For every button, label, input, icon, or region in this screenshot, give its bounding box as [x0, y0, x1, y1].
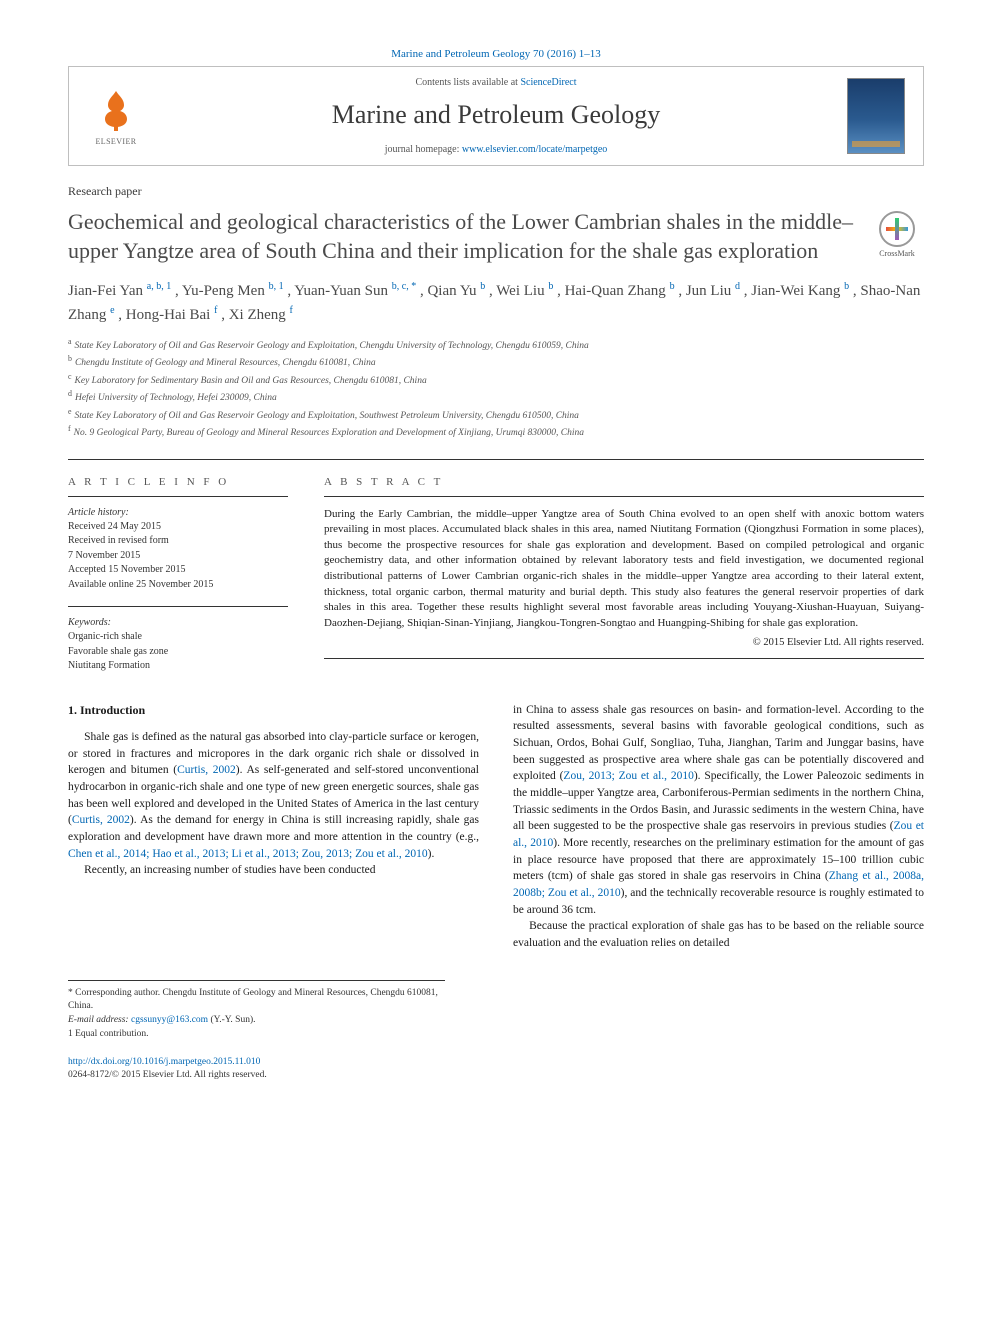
author-sup: f [290, 305, 293, 316]
article-info-label: A R T I C L E I N F O [68, 476, 288, 497]
author-sup: d [735, 281, 740, 292]
elsevier-tree-icon [92, 87, 140, 135]
history-line: Received 24 May 2015 [68, 520, 288, 535]
history-head: Article history: [68, 507, 288, 518]
divider [324, 658, 924, 659]
email-label: E-mail address: [68, 1015, 131, 1025]
body-text: ). [428, 848, 435, 860]
journal-citation: Marine and Petroleum Geology 70 (2016) 1… [68, 48, 924, 60]
body-paragraph: Recently, an increasing number of studie… [68, 862, 479, 879]
keyword: Niutitang Formation [68, 659, 288, 674]
affiliation: State Key Laboratory of Oil and Gas Rese… [75, 411, 579, 421]
journal-cover-thumbnail [847, 78, 905, 154]
author-list: Jian-Fei Yan a, b, 1 , Yu-Peng Men b, 1 … [68, 279, 924, 326]
journal-homepage: journal homepage: www.elsevier.com/locat… [163, 144, 829, 155]
corresponding-author: * Corresponding author. Chengdu Institut… [68, 987, 445, 1015]
doi-block: http://dx.doi.org/10.1016/j.marpetgeo.20… [68, 1056, 924, 1083]
crossmark-label: CrossMark [879, 249, 915, 258]
elsevier-label: ELSEVIER [96, 137, 137, 146]
author: , Xi Zheng [221, 307, 289, 323]
author-sup: a, b, 1 [147, 281, 171, 292]
affiliation: No. 9 Geological Party, Bureau of Geolog… [74, 428, 584, 438]
author-sup: e [110, 305, 114, 316]
affiliation: Hefei University of Technology, Hefei 23… [75, 393, 277, 403]
citation-link[interactable]: Curtis, 2002 [177, 764, 236, 776]
elsevier-logo: ELSEVIER [87, 84, 145, 148]
citation-link[interactable]: Chen et al., 2014; Hao et al., 2013; Li … [68, 848, 428, 860]
paper-type: Research paper [68, 184, 924, 199]
author: , Yuan-Yuan Sun [287, 283, 391, 299]
author-sup: b [670, 281, 675, 292]
homepage-link[interactable]: www.elsevier.com/locate/marpetgeo [462, 144, 607, 155]
author: Jian-Fei Yan [68, 283, 147, 299]
author-sup: b, 1 [269, 281, 284, 292]
author: , Qian Yu [420, 283, 480, 299]
affiliations: aState Key Laboratory of Oil and Gas Res… [68, 336, 924, 440]
sciencedirect-link[interactable]: ScienceDirect [520, 77, 576, 88]
affiliation: State Key Laboratory of Oil and Gas Rese… [75, 341, 589, 351]
abstract-label: A B S T R A C T [324, 476, 924, 497]
article-info: A R T I C L E I N F O Article history: R… [68, 476, 288, 674]
body-text: 1. Introduction Shale gas is defined as … [68, 702, 924, 952]
crossmark-icon [879, 211, 915, 247]
journal-header: ELSEVIER Contents lists available at Sci… [68, 66, 924, 166]
history-line: Accepted 15 November 2015 [68, 563, 288, 578]
email-link[interactable]: cgssunyy@163.com [131, 1015, 208, 1025]
abstract-text: During the Early Cambrian, the middle–up… [324, 507, 924, 632]
history-line: 7 November 2015 [68, 549, 288, 564]
citation-link[interactable]: Zou, 2013; Zou et al., 2010 [563, 770, 693, 782]
history-line: Available online 25 November 2015 [68, 578, 288, 593]
email-tail: (Y.-Y. Sun). [208, 1015, 255, 1025]
journal-name: Marine and Petroleum Geology [163, 100, 829, 130]
issn-copyright: 0264-8172/© 2015 Elsevier Ltd. All right… [68, 1069, 924, 1082]
author: , Hai-Quan Zhang [557, 283, 669, 299]
author: , Jun Liu [678, 283, 735, 299]
copyright: © 2015 Elsevier Ltd. All rights reserved… [324, 637, 924, 648]
author-sup: b [480, 281, 485, 292]
section-heading: 1. Introduction [68, 702, 479, 719]
homepage-prefix: journal homepage: [385, 144, 462, 155]
body-paragraph: Because the practical exploration of sha… [513, 918, 924, 951]
abstract: A B S T R A C T During the Early Cambria… [324, 476, 924, 674]
author: , Yu-Peng Men [175, 283, 269, 299]
author-sup: b, c, * [392, 281, 416, 292]
footnotes: * Corresponding author. Chengdu Institut… [68, 980, 445, 1042]
keyword: Organic-rich shale [68, 630, 288, 645]
author: , Jian-Wei Kang [744, 283, 844, 299]
doi-link[interactable]: http://dx.doi.org/10.1016/j.marpetgeo.20… [68, 1057, 260, 1067]
author: , Wei Liu [489, 283, 548, 299]
affiliation: Key Laboratory for Sedimentary Basin and… [75, 376, 427, 386]
keywords-head: Keywords: [68, 606, 288, 628]
crossmark-badge[interactable]: CrossMark [870, 211, 924, 258]
equal-contribution: 1 Equal contribution. [68, 1028, 445, 1042]
author-sup: f [214, 305, 217, 316]
affiliation: Chengdu Institute of Geology and Mineral… [75, 359, 376, 369]
body-text: ). As the demand for energy in China is … [68, 814, 479, 843]
paper-title: Geochemical and geological characteristi… [68, 207, 854, 265]
contents-prefix: Contents lists available at [415, 77, 520, 88]
contents-available: Contents lists available at ScienceDirec… [163, 77, 829, 88]
author: , Hong-Hai Bai [118, 307, 214, 323]
keyword: Favorable shale gas zone [68, 645, 288, 660]
author-sup: b [548, 281, 553, 292]
citation-link[interactable]: Curtis, 2002 [72, 814, 130, 826]
history-line: Received in revised form [68, 534, 288, 549]
author-sup: b [844, 281, 849, 292]
